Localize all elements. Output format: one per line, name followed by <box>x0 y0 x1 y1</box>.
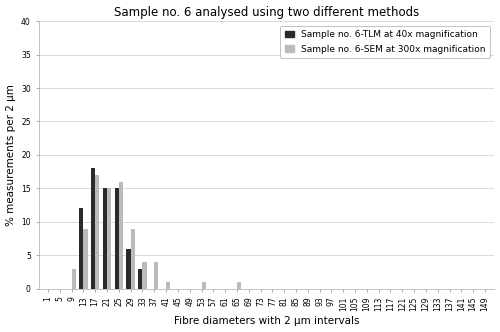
Bar <box>95 175 100 289</box>
Bar <box>237 282 241 289</box>
Bar <box>72 269 76 289</box>
Bar <box>142 262 146 289</box>
Bar <box>202 282 205 289</box>
Bar <box>166 282 170 289</box>
Bar <box>114 188 119 289</box>
Y-axis label: % measurements per 2 μm: % measurements per 2 μm <box>6 84 16 226</box>
Bar <box>126 249 130 289</box>
Bar <box>119 182 123 289</box>
Bar <box>103 188 107 289</box>
Title: Sample no. 6 analysed using two different methods: Sample no. 6 analysed using two differen… <box>114 6 419 19</box>
Bar <box>91 168 95 289</box>
Bar <box>130 228 135 289</box>
Bar <box>138 269 142 289</box>
Bar <box>154 262 158 289</box>
Bar <box>107 188 111 289</box>
Bar <box>80 208 84 289</box>
Legend: Sample no. 6-TLM at 40x magnification, Sample no. 6-SEM at 300x magnification: Sample no. 6-TLM at 40x magnification, S… <box>280 26 490 58</box>
X-axis label: Fibre diameters with 2 μm intervals: Fibre diameters with 2 μm intervals <box>174 316 359 326</box>
Bar <box>84 228 87 289</box>
